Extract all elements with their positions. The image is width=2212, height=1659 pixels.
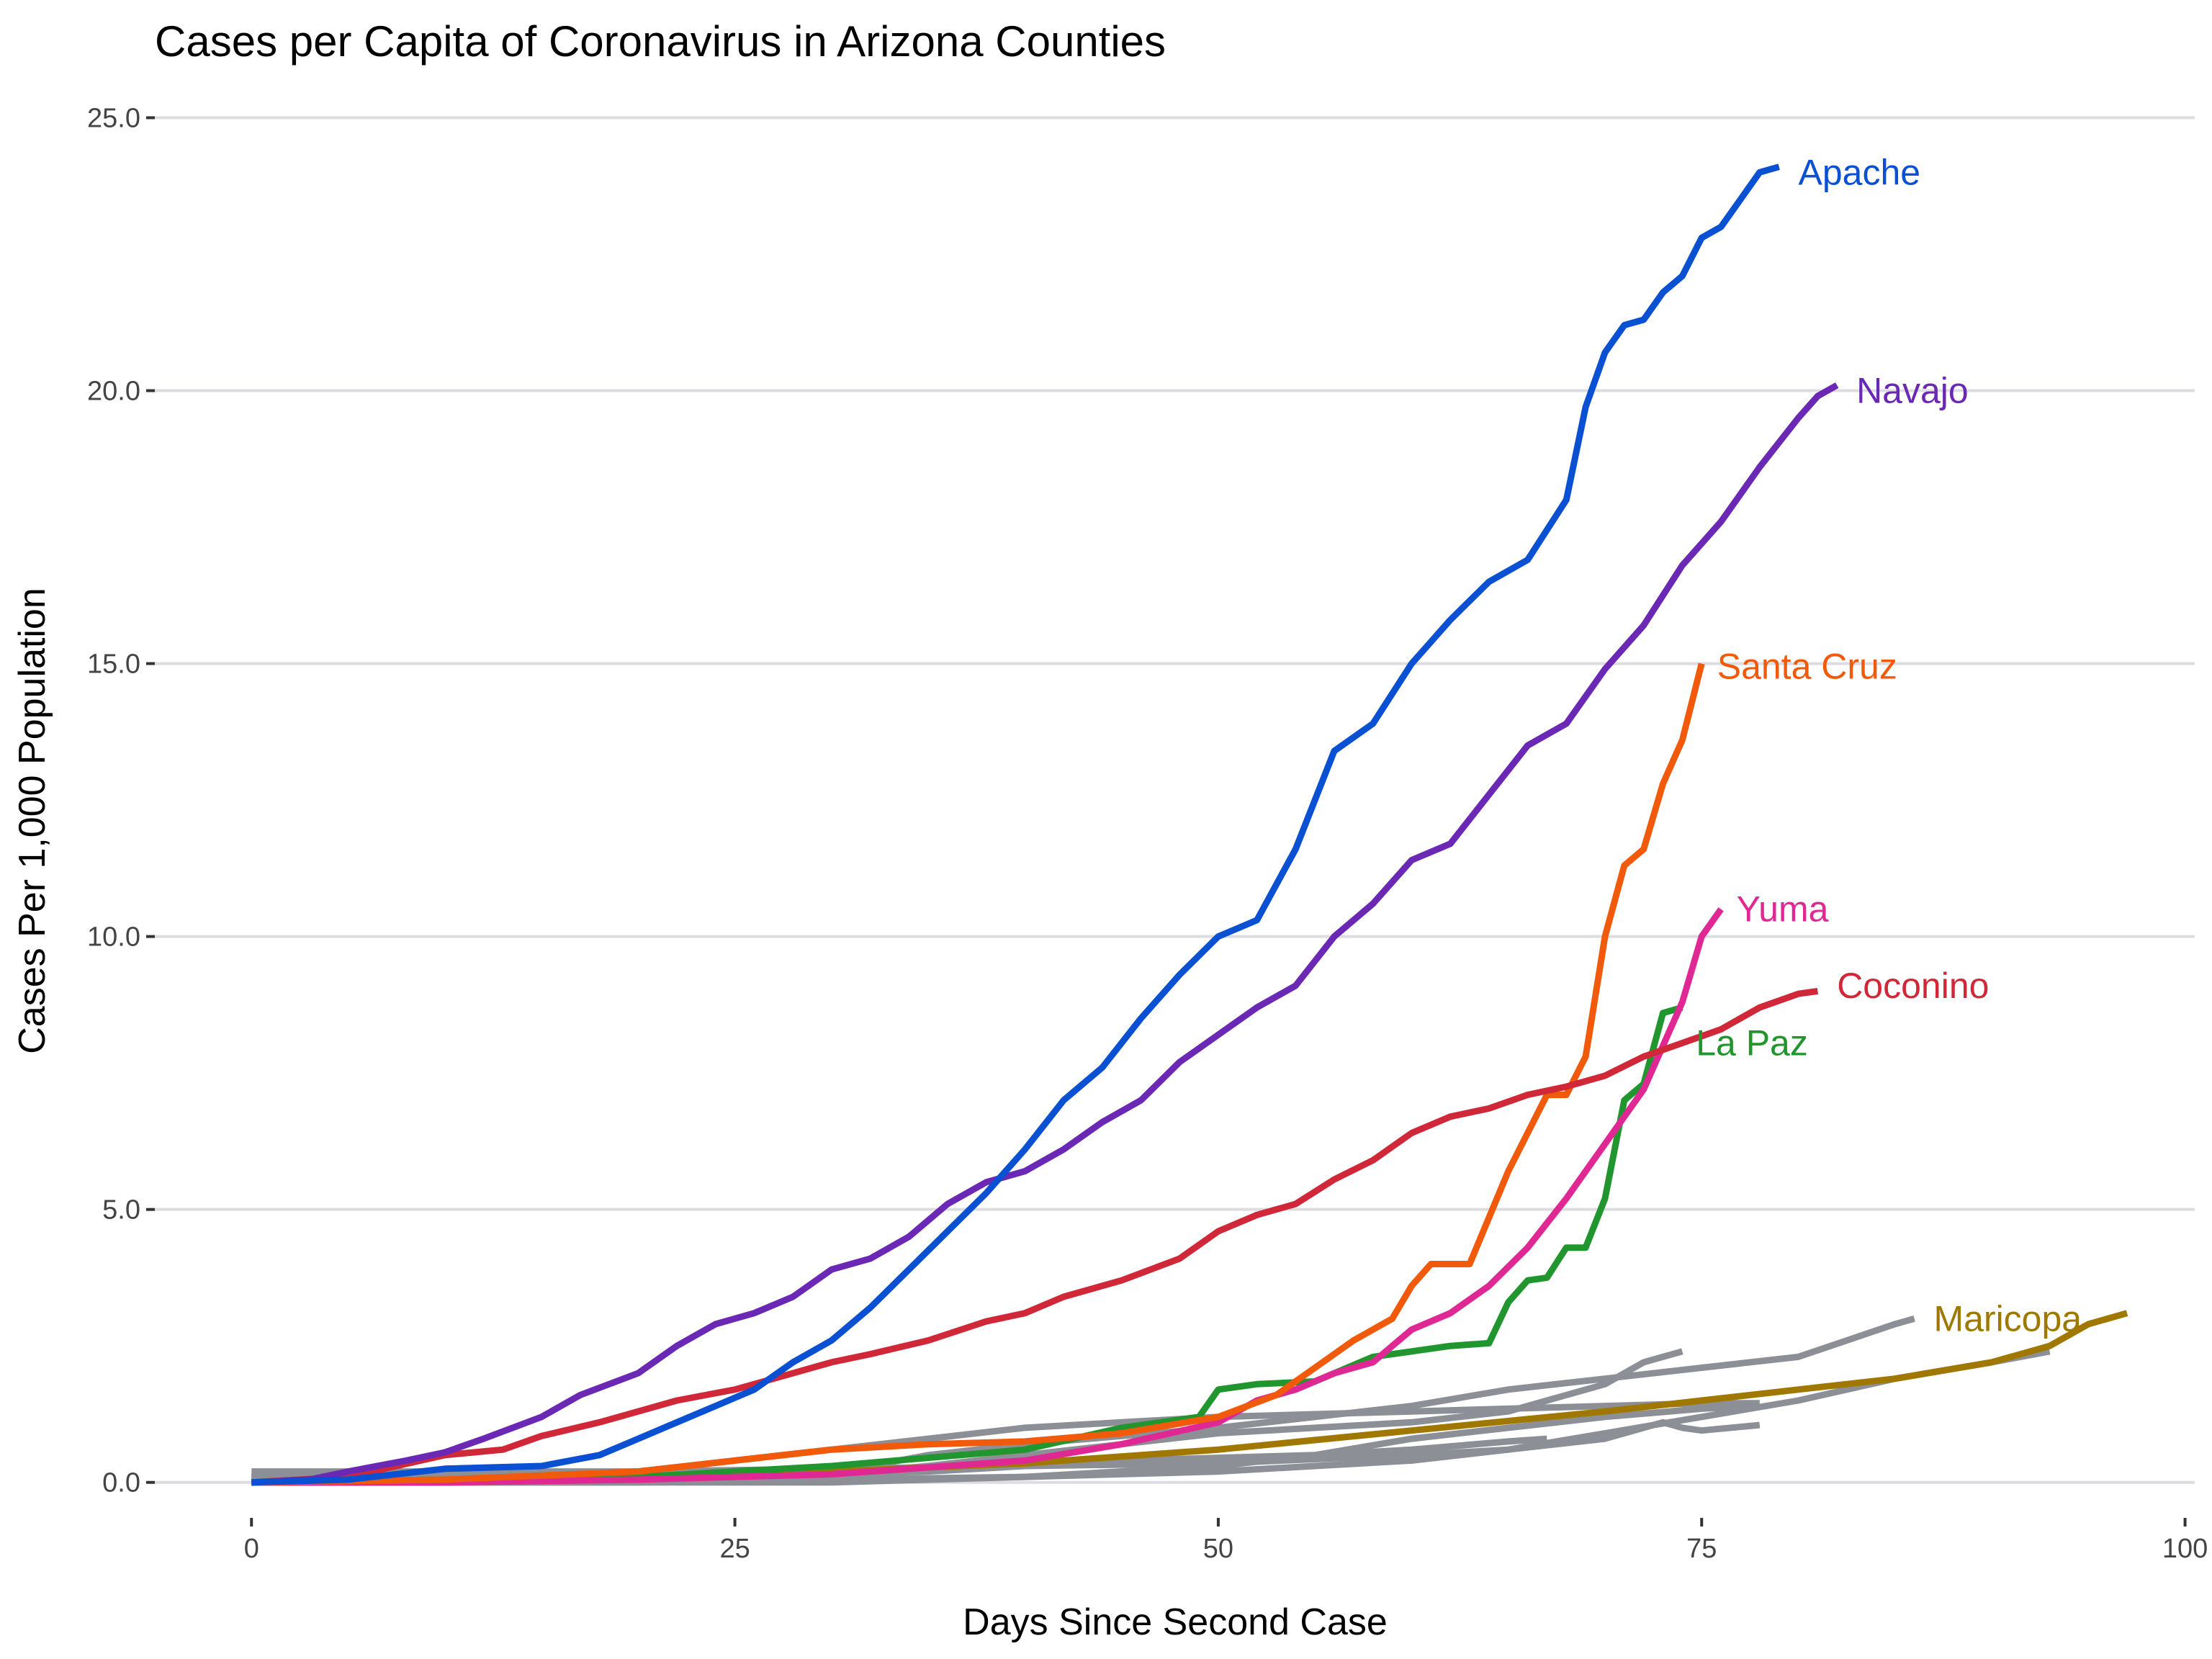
y-tick-label-3: 15.0 <box>87 649 140 680</box>
series-label-navajo: Navajo <box>1856 371 1969 411</box>
y-axis: 0.0 5.0 10.0 15.0 20.0 25.0 <box>87 103 155 1498</box>
series-line-navajo <box>251 382 1839 1486</box>
series-line-yuma <box>251 907 1724 1486</box>
series-line-other5 <box>251 1419 1761 1486</box>
y-tick-label-1: 5.0 <box>102 1195 140 1226</box>
chart-title: Cases per Capita of Coronavirus in Arizo… <box>155 17 1166 66</box>
x-tick-label-3: 75 <box>1686 1534 1717 1564</box>
series-line-santacruz <box>251 662 1705 1486</box>
series-lines <box>251 163 2128 1486</box>
y-tick-label-4: 20.0 <box>87 377 140 407</box>
series-label-maricopa: Maricopa <box>1933 1298 2082 1339</box>
y-tick-label-0: 0.0 <box>102 1468 140 1498</box>
series-label-apache: Apache <box>1799 152 1921 192</box>
x-tick-label-4: 100 <box>2162 1534 2208 1564</box>
series-label-coconino: Coconino <box>1837 966 1989 1006</box>
series-label-yuma: Yuma <box>1737 889 1829 930</box>
series-line-apache <box>251 163 1780 1486</box>
y-tick-label-2: 10.0 <box>87 922 140 953</box>
series-line-coconino <box>251 987 1819 1486</box>
series-label-santa-cruz: Santa Cruz <box>1717 646 1897 686</box>
x-axis-title: Days Since Second Case <box>963 1601 1388 1643</box>
x-tick-label-2: 50 <box>1203 1534 1233 1564</box>
y-tick-label-5: 25.0 <box>87 103 140 133</box>
x-axis: 0 25 50 75 100 <box>244 1518 2208 1564</box>
gridlines <box>155 116 2195 1484</box>
y-axis-title: Cases Per 1,000 Population <box>12 588 53 1054</box>
series-line-lapaz <box>251 1004 1683 1486</box>
x-tick-label-1: 25 <box>719 1534 750 1564</box>
series-label-la-paz: La Paz <box>1696 1022 1808 1063</box>
x-tick-label-0: 0 <box>244 1534 259 1564</box>
